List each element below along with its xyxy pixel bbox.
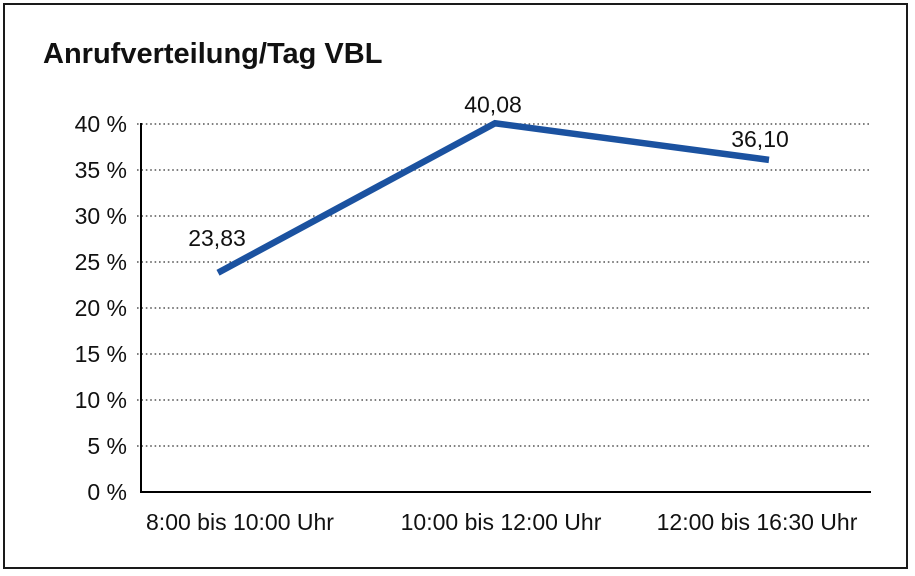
chart-frame: Anrufverteilung/Tag VBL	[3, 3, 908, 569]
data-point-label: 23,83	[188, 225, 246, 251]
y-tick-label: 35 %	[75, 157, 127, 183]
y-tick-label: 20 %	[75, 295, 127, 321]
x-tick-label: 12:00 bis 16:30 Uhr	[657, 509, 858, 535]
data-line	[216, 119, 770, 276]
x-tick-label: 8:00 bis 10:00 Uhr	[146, 509, 334, 535]
y-tick-label: 10 %	[75, 387, 127, 413]
x-tick-label: 10:00 bis 12:00 Uhr	[401, 509, 602, 535]
chart-title: Anrufverteilung/Tag VBL	[43, 38, 383, 70]
y-tick-label: 30 %	[75, 203, 127, 229]
data-point-label: 40,08	[464, 91, 522, 117]
data-point-label: 36,10	[731, 126, 789, 152]
y-tick-label: 5 %	[87, 433, 127, 459]
y-tick-label: 40 %	[75, 111, 127, 137]
y-tick-label: 15 %	[75, 341, 127, 367]
y-tick-label: 0 %	[87, 479, 127, 505]
y-tick-label: 25 %	[75, 249, 127, 275]
